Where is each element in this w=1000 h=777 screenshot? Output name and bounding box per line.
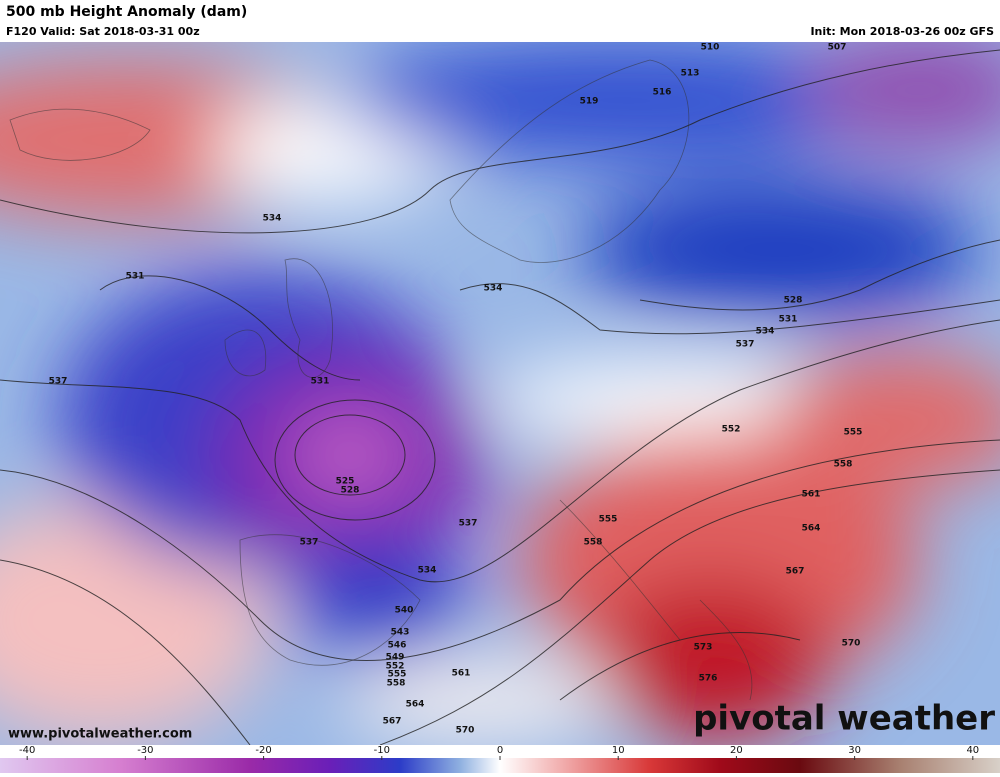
contour-label: 570 <box>842 639 861 649</box>
contour-label: 528 <box>784 296 803 306</box>
contour-label: 576 <box>699 674 718 684</box>
contour-label: 558 <box>834 460 853 470</box>
contour-label: 510 <box>701 43 720 53</box>
contour-label: 555 <box>599 515 618 525</box>
colorbar-tick-label: 30 <box>848 745 861 756</box>
logo: pivotal weather <box>693 699 995 739</box>
contour-label: 537 <box>736 340 755 350</box>
contour-label: 558 <box>584 538 603 548</box>
contour-label: 531 <box>126 272 145 282</box>
contour-label: 525 <box>336 477 355 487</box>
contour-label: 513 <box>681 69 700 79</box>
contour-label: 573 <box>694 643 713 653</box>
contour-label: 543 <box>391 628 410 638</box>
contour-label: 555 <box>844 428 863 438</box>
contour-label: 531 <box>311 377 330 387</box>
contour-label: 552 <box>722 425 741 435</box>
website: www.pivotalweather.com <box>8 727 192 742</box>
contour-label: 519 <box>580 97 599 107</box>
contour-label: 534 <box>756 327 775 337</box>
contour-label: 561 <box>802 490 821 500</box>
contour-label: 567 <box>383 717 402 727</box>
colorbar-tick-label: -10 <box>374 745 390 756</box>
valid-time: F120 Valid: Sat 2018-03-31 00z <box>6 25 200 38</box>
colorbar <box>0 758 1000 773</box>
contour-label: 534 <box>418 566 437 576</box>
contour-label: 564 <box>406 700 425 710</box>
colorbar-tick-label: 0 <box>497 745 503 756</box>
contour-label: 537 <box>459 519 478 529</box>
contour-label: 531 <box>779 315 798 325</box>
contour-label: 534 <box>484 284 503 294</box>
contour-label: 552 <box>386 662 405 672</box>
colorbar-tick-label: -20 <box>255 745 271 756</box>
contour-label: 516 <box>653 88 672 98</box>
contour-label: 537 <box>49 377 68 387</box>
init-time: Init: Mon 2018-03-26 00z GFS <box>810 25 994 38</box>
contour-label: 555 <box>388 670 407 680</box>
colorbar-tick-label: -40 <box>19 745 35 756</box>
contour-label: 540 <box>395 606 414 616</box>
colorbar-tick-label: 20 <box>730 745 743 756</box>
contour-label: 549 <box>386 653 405 663</box>
contour-label: 534 <box>263 214 282 224</box>
contour-label: 528 <box>341 486 360 496</box>
header-bg <box>0 0 1000 42</box>
contour-label: 564 <box>802 524 821 534</box>
title: 500 mb Height Anomaly (dam) <box>6 4 247 20</box>
colorbar-tick-label: 10 <box>612 745 625 756</box>
contour-label: 570 <box>456 726 475 736</box>
contour-label: 567 <box>786 567 805 577</box>
colorbar-tick-label: 40 <box>966 745 979 756</box>
contour-label: 507 <box>828 43 847 53</box>
contour-label: 558 <box>387 679 406 689</box>
contour-label: 561 <box>452 669 471 679</box>
contour-label: 537 <box>300 538 319 548</box>
colorbar-tick-label: -30 <box>137 745 153 756</box>
contour-label: 546 <box>388 641 407 651</box>
